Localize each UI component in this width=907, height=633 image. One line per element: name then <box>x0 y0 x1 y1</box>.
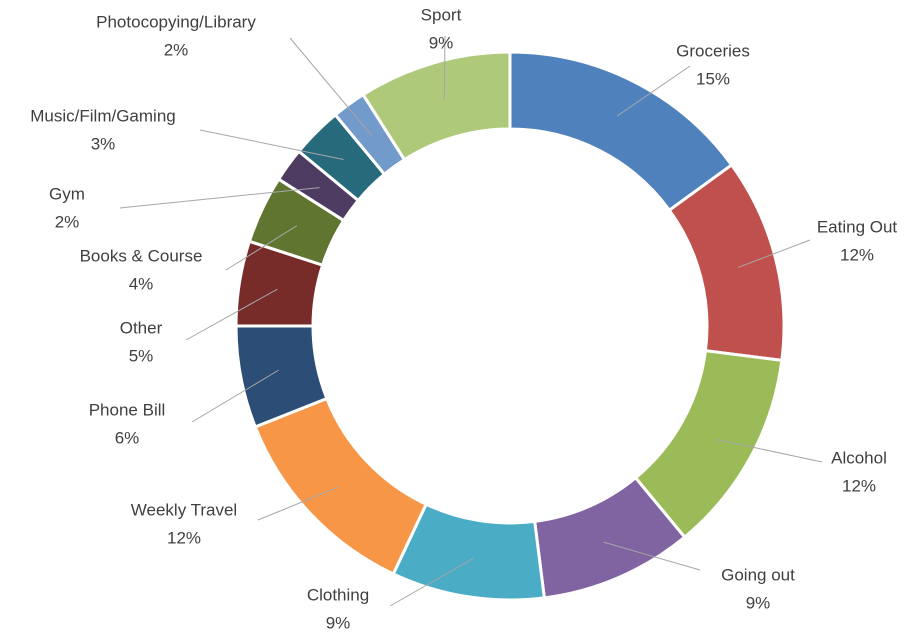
data-label-name: Other <box>120 318 163 337</box>
leader-line <box>716 438 823 463</box>
data-label-value: 4% <box>129 274 154 293</box>
data-label-name: Photocopying/Library <box>96 12 256 31</box>
data-label-name: Eating Out <box>817 217 898 236</box>
donut-slice <box>253 396 429 576</box>
data-label-value: 12% <box>840 245 874 264</box>
leader-line <box>289 37 372 136</box>
data-label-value: 15% <box>696 69 730 88</box>
leader-line <box>737 239 811 268</box>
leader-line <box>225 225 298 271</box>
leader-line <box>191 369 279 423</box>
leader-line <box>616 65 691 117</box>
leader-line <box>443 35 446 100</box>
data-label-name: Gym <box>49 184 85 203</box>
donut-slice <box>361 50 512 162</box>
data-label-name: Phone Bill <box>89 400 166 419</box>
data-label-name: Sport <box>421 5 462 24</box>
leader-line <box>199 129 344 160</box>
data-label-name: Books & Course <box>80 246 203 265</box>
data-label-value: 6% <box>115 428 140 447</box>
data-label-value: 2% <box>164 40 189 59</box>
data-label-value: 3% <box>91 134 116 153</box>
data-label-name: Music/Film/Gaming <box>30 106 175 125</box>
data-label-name: Going out <box>721 565 795 584</box>
leader-line <box>603 541 701 571</box>
data-label-value: 5% <box>129 346 154 365</box>
leader-line <box>185 288 278 341</box>
data-label-value: 9% <box>429 33 454 52</box>
data-label-value: 9% <box>326 613 351 632</box>
data-label-value: 9% <box>746 593 771 612</box>
data-label-value: 12% <box>167 528 201 547</box>
data-label-value: 12% <box>842 476 876 495</box>
leader-line <box>389 558 474 607</box>
leader-line <box>119 187 320 209</box>
data-label-name: Groceries <box>676 41 750 60</box>
data-label-name: Alcohol <box>831 448 887 467</box>
data-label-name: Clothing <box>307 585 369 604</box>
leader-line <box>257 486 339 521</box>
data-label-value: 2% <box>55 212 80 231</box>
data-label-name: Weekly Travel <box>131 500 237 519</box>
